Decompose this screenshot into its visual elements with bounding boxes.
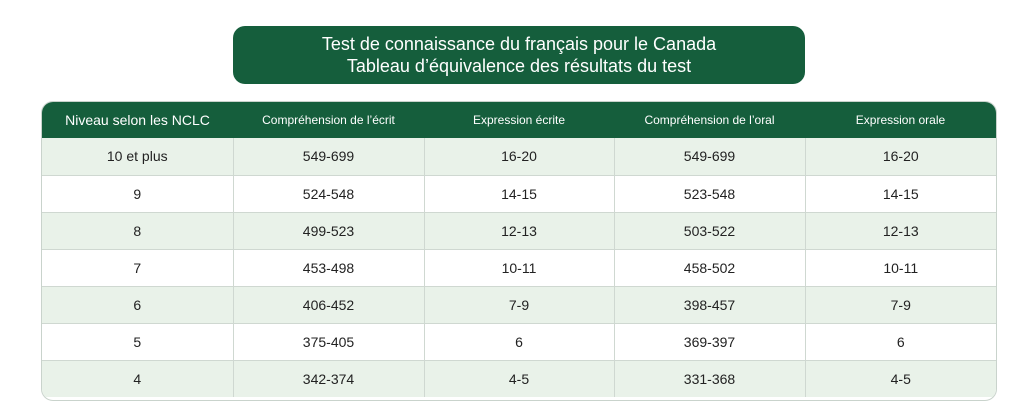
cell-listening-comprehension: 398-457 [614,286,806,324]
cell-listening-comprehension: 549-699 [614,138,806,176]
cell-oral-expression: 16-20 [805,138,996,176]
cell-written-expression: 4-5 [424,360,615,397]
cell-listening-comprehension: 458-502 [614,249,806,287]
cell-reading-comprehension: 375-405 [233,323,425,361]
cell-written-expression: 12-13 [424,212,615,250]
table-row: 7 453-498 10-11 458-502 10-11 [42,249,996,287]
cell-oral-expression: 10-11 [805,249,996,287]
table-row: 8 499-523 12-13 503-522 12-13 [42,212,996,250]
cell-reading-comprehension: 453-498 [233,249,425,287]
cell-nclc-level: 9 [42,175,234,213]
cell-listening-comprehension: 503-522 [614,212,806,250]
equivalence-table: Niveau selon les NCLC Compréhension de l… [42,102,996,397]
cell-written-expression: 7-9 [424,286,615,324]
table-row: 9 524-548 14-15 523-548 14-15 [42,175,996,213]
cell-nclc-level: 5 [42,323,234,361]
header-row: Niveau selon les NCLC Compréhension de l… [42,102,996,138]
cell-written-expression: 16-20 [424,138,615,176]
table-body: 10 et plus 549-699 16-20 549-699 16-20 9… [42,138,996,397]
cell-nclc-level: 10 et plus [42,138,234,176]
header-reading-comprehension: Compréhension de l’écrit [262,113,395,127]
cell-reading-comprehension: 342-374 [233,360,425,397]
cell-reading-comprehension: 499-523 [233,212,425,250]
cell-nclc-level: 6 [42,286,234,324]
cell-listening-comprehension: 523-548 [614,175,806,213]
cell-written-expression: 10-11 [424,249,615,287]
cell-listening-comprehension: 331-368 [614,360,806,397]
cell-oral-expression: 14-15 [805,175,996,213]
cell-listening-comprehension: 369-397 [614,323,806,361]
table-header: Niveau selon les NCLC Compréhension de l… [42,102,996,138]
table-row: 10 et plus 549-699 16-20 549-699 16-20 [42,138,996,176]
table-row: 5 375-405 6 369-397 6 [42,323,996,361]
cell-nclc-level: 7 [42,249,234,287]
table-row: 6 406-452 7-9 398-457 7-9 [42,286,996,324]
title-banner: Test de connaissance du français pour le… [233,26,805,84]
cell-reading-comprehension: 524-548 [233,175,425,213]
header-written-expression: Expression écrite [472,113,566,127]
cell-oral-expression: 12-13 [805,212,996,250]
cell-oral-expression: 4-5 [890,370,911,387]
title-line-2: Tableau d’équivalence des résultats du t… [346,56,692,76]
cell-reading-comprehension: 406-452 [233,286,425,324]
header-nclc-level: Niveau selon les NCLC [65,112,210,128]
table-row: 4 342-374 4-5 331-368 4-5 [42,360,996,397]
cell-oral-expression: 7-9 [805,286,996,324]
equivalence-table-container: Niveau selon les NCLC Compréhension de l… [41,101,997,401]
title-line-1: Test de connaissance du français pour le… [321,34,717,54]
cell-written-expression: 14-15 [424,175,615,213]
cell-oral-expression: 6 [805,323,996,361]
header-oral-expression: Expression orale [855,113,946,127]
cell-nclc-level: 8 [42,212,234,250]
cell-reading-comprehension: 549-699 [233,138,425,176]
cell-nclc-level: 4 [42,360,234,397]
cell-written-expression: 6 [424,323,615,361]
header-listening-comprehension: Compréhension de l’oral [644,113,775,127]
